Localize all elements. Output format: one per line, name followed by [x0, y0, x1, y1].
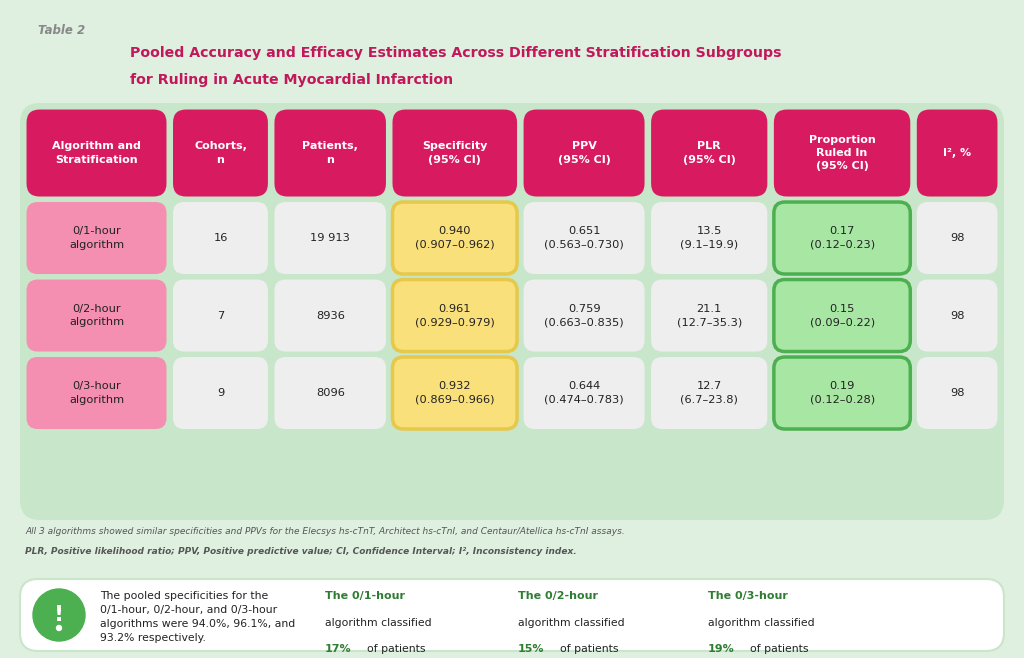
Text: 0.932
(0.869–0.966): 0.932 (0.869–0.966)	[415, 382, 495, 405]
Text: 8936: 8936	[315, 311, 345, 320]
Circle shape	[33, 589, 85, 641]
FancyBboxPatch shape	[173, 280, 268, 351]
Text: 0.961
(0.929–0.979): 0.961 (0.929–0.979)	[415, 304, 495, 327]
Text: 98: 98	[950, 233, 965, 243]
FancyBboxPatch shape	[651, 280, 767, 351]
FancyBboxPatch shape	[651, 357, 767, 429]
Text: Algorithm and
Stratification: Algorithm and Stratification	[52, 141, 141, 164]
Text: 98: 98	[950, 311, 965, 320]
Text: algorithm classified: algorithm classified	[325, 618, 432, 628]
Text: 0.17
(0.12–0.23): 0.17 (0.12–0.23)	[810, 226, 874, 249]
FancyBboxPatch shape	[523, 202, 644, 274]
Text: 16: 16	[213, 233, 227, 243]
Text: Patients,
n: Patients, n	[302, 141, 358, 164]
Text: 0/3-hour
algorithm: 0/3-hour algorithm	[69, 382, 124, 405]
FancyBboxPatch shape	[774, 109, 910, 197]
Text: 0.940
(0.907–0.962): 0.940 (0.907–0.962)	[415, 226, 495, 249]
Text: 0/2-hour
algorithm: 0/2-hour algorithm	[69, 304, 124, 327]
Text: 17%: 17%	[325, 644, 351, 654]
FancyBboxPatch shape	[774, 357, 910, 429]
FancyBboxPatch shape	[173, 109, 268, 197]
Text: The 0/3-hour: The 0/3-hour	[708, 591, 787, 601]
Text: 0/1-hour
algorithm: 0/1-hour algorithm	[69, 226, 124, 249]
FancyBboxPatch shape	[20, 103, 1004, 520]
Text: Specificity
(95% CI): Specificity (95% CI)	[422, 141, 487, 164]
FancyBboxPatch shape	[27, 357, 167, 429]
Text: The pooled specificities for the
0/1-hour, 0/2-hour, and 0/3-hour
algorithms wer: The pooled specificities for the 0/1-hou…	[100, 591, 295, 643]
Text: 21.1
(12.7–35.3): 21.1 (12.7–35.3)	[677, 304, 741, 327]
Text: algorithm classified: algorithm classified	[708, 618, 815, 628]
Text: 0.15
(0.09–0.22): 0.15 (0.09–0.22)	[810, 304, 874, 327]
Text: 9: 9	[217, 388, 224, 398]
Text: of patients: of patients	[367, 644, 426, 654]
Text: PLR, Positive likelihood ratio; PPV, Positive predictive value; CI, Confidence I: PLR, Positive likelihood ratio; PPV, Pos…	[25, 547, 577, 556]
Text: Cohorts,
n: Cohorts, n	[194, 141, 247, 164]
FancyBboxPatch shape	[392, 109, 517, 197]
Text: 98: 98	[950, 388, 965, 398]
FancyBboxPatch shape	[916, 109, 997, 197]
Text: !: !	[54, 605, 65, 625]
Text: 0.651
(0.563–0.730): 0.651 (0.563–0.730)	[544, 226, 624, 249]
Text: for Ruling in Acute Myocardial Infarction: for Ruling in Acute Myocardial Infarctio…	[130, 73, 454, 87]
Text: The 0/2-hour: The 0/2-hour	[518, 591, 598, 601]
Text: 13.5
(9.1–19.9): 13.5 (9.1–19.9)	[680, 226, 738, 249]
FancyBboxPatch shape	[27, 280, 167, 351]
FancyBboxPatch shape	[27, 202, 167, 274]
Text: of patients: of patients	[750, 644, 809, 654]
Text: 0.644
(0.474–0.783): 0.644 (0.474–0.783)	[544, 382, 624, 405]
Text: The 0/1-hour: The 0/1-hour	[325, 591, 406, 601]
FancyBboxPatch shape	[173, 202, 268, 274]
FancyBboxPatch shape	[173, 357, 268, 429]
FancyBboxPatch shape	[523, 357, 644, 429]
FancyBboxPatch shape	[392, 357, 517, 429]
Text: 8096: 8096	[315, 388, 345, 398]
Text: 12.7
(6.7–23.8): 12.7 (6.7–23.8)	[680, 382, 738, 405]
Text: of patients: of patients	[560, 644, 618, 654]
Text: 7: 7	[217, 311, 224, 320]
FancyBboxPatch shape	[916, 357, 997, 429]
FancyBboxPatch shape	[274, 202, 386, 274]
FancyBboxPatch shape	[523, 280, 644, 351]
FancyBboxPatch shape	[392, 280, 517, 351]
Text: I², %: I², %	[943, 148, 971, 158]
FancyBboxPatch shape	[651, 109, 767, 197]
FancyBboxPatch shape	[774, 280, 910, 351]
FancyBboxPatch shape	[774, 202, 910, 274]
Text: Pooled Accuracy and Efficacy Estimates Across Different Stratification Subgroups: Pooled Accuracy and Efficacy Estimates A…	[130, 46, 781, 60]
Text: PPV
(95% CI): PPV (95% CI)	[558, 141, 610, 164]
Circle shape	[56, 626, 61, 630]
Text: algorithm classified: algorithm classified	[518, 618, 625, 628]
FancyBboxPatch shape	[916, 280, 997, 351]
FancyBboxPatch shape	[392, 202, 517, 274]
FancyBboxPatch shape	[651, 202, 767, 274]
Text: 19%: 19%	[708, 644, 735, 654]
Text: PLR
(95% CI): PLR (95% CI)	[683, 141, 735, 164]
FancyBboxPatch shape	[274, 109, 386, 197]
FancyBboxPatch shape	[523, 109, 644, 197]
Text: All 3 algorithms showed similar specificities and PPVs for the Elecsys hs-cTnT, : All 3 algorithms showed similar specific…	[25, 527, 625, 536]
Text: Proportion
Ruled In
(95% CI): Proportion Ruled In (95% CI)	[809, 135, 876, 171]
Text: 15%: 15%	[518, 644, 545, 654]
FancyBboxPatch shape	[274, 357, 386, 429]
FancyBboxPatch shape	[20, 579, 1004, 651]
Text: 0.19
(0.12–0.28): 0.19 (0.12–0.28)	[810, 382, 874, 405]
Text: 0.759
(0.663–0.835): 0.759 (0.663–0.835)	[544, 304, 624, 327]
FancyBboxPatch shape	[274, 280, 386, 351]
Text: 19 913: 19 913	[310, 233, 350, 243]
Text: Table 2: Table 2	[38, 24, 85, 38]
FancyBboxPatch shape	[916, 202, 997, 274]
FancyBboxPatch shape	[27, 109, 167, 197]
